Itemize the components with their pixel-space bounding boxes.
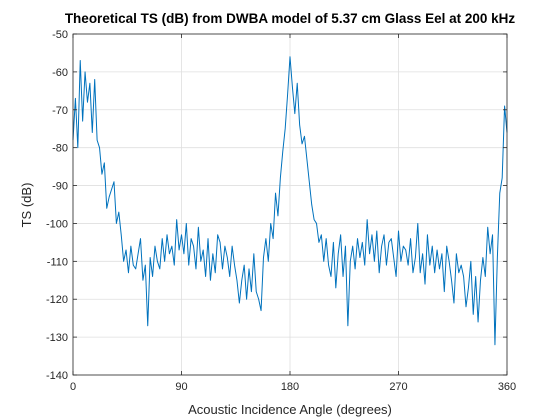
x-tick-label: 90 bbox=[175, 381, 187, 393]
y-tick-label: -140 bbox=[46, 370, 68, 382]
x-tick-label: 360 bbox=[498, 381, 516, 393]
axes-box bbox=[72, 33, 508, 376]
y-tick-label: -60 bbox=[52, 67, 68, 79]
plot-area bbox=[72, 56, 508, 346]
y-tick-label: -80 bbox=[52, 143, 68, 155]
y-tick-label: -50 bbox=[52, 29, 68, 41]
x-tick-label: 180 bbox=[281, 381, 299, 393]
y-tick-label: -90 bbox=[52, 181, 68, 193]
chart-title: Theoretical TS (dB) from DWBA model of 5… bbox=[65, 11, 516, 26]
y-tick-label: -110 bbox=[47, 256, 68, 268]
ts-series-line-0 bbox=[72, 56, 508, 346]
y-tick-label: -120 bbox=[46, 294, 68, 306]
y-tick-label: -130 bbox=[46, 332, 68, 344]
y-tick-label: -70 bbox=[52, 105, 68, 117]
x-tick-label: 270 bbox=[389, 381, 407, 393]
tick-labels: 0 90 180 270 360 -140 -130 -120 -110 -100 -90 -80 -7… bbox=[46, 29, 516, 393]
y-axis-label: TS (dB) bbox=[19, 183, 34, 228]
x-axis-label: Acoustic Incidence Angle (degrees) bbox=[188, 402, 392, 417]
x-tick-label: 0 bbox=[70, 381, 76, 393]
y-tick-label: -100 bbox=[46, 218, 68, 230]
